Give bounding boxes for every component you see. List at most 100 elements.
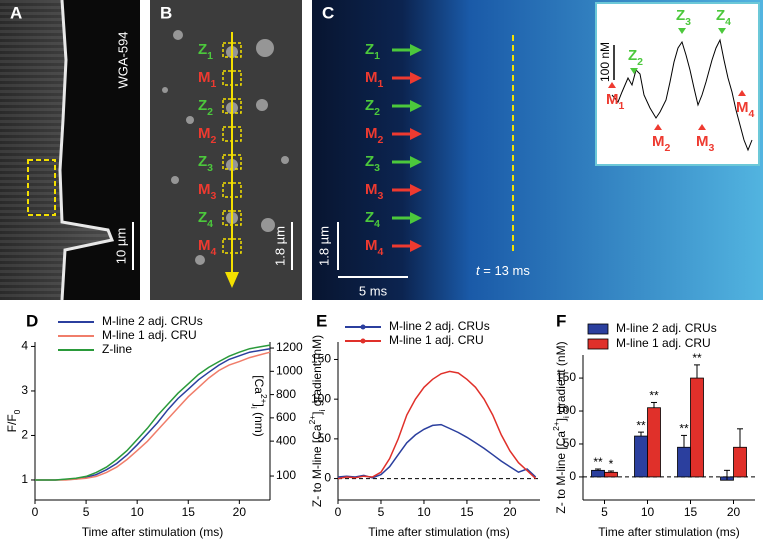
marker-label: M1	[198, 69, 217, 90]
text-part: M	[198, 125, 211, 142]
series-line	[35, 351, 271, 481]
marker-arrow-head	[410, 240, 422, 252]
y2-tick-label: 800	[276, 387, 296, 401]
bar	[591, 469, 605, 478]
significance: **	[692, 351, 702, 365]
roi-box	[27, 159, 56, 216]
bar	[604, 471, 618, 478]
inset-arrow	[738, 90, 746, 96]
text-part: 4	[207, 218, 213, 230]
inset-trace	[611, 38, 753, 152]
x-tick-label: 15	[684, 505, 698, 519]
text-part: Z	[365, 209, 374, 226]
marker-arrow-head	[410, 128, 422, 140]
panel-c: C 1.8 µm 5 ms t = 13 ms 100 nM	[312, 0, 763, 300]
x-tick-label: 0	[32, 505, 39, 519]
text-part: F/F	[5, 414, 19, 432]
text-part: 1	[211, 78, 217, 90]
marker-label: Z4	[198, 209, 213, 230]
text-part: M	[365, 237, 378, 254]
inset-arrow	[678, 28, 686, 34]
inset-marker: M4	[736, 99, 755, 120]
marker-arrow-head	[410, 184, 422, 196]
text-part: 2	[378, 134, 384, 146]
text-part: M	[365, 181, 378, 198]
text-part: Z	[198, 153, 207, 170]
y2-axis-label: [Ca2+]i (nm)	[249, 375, 269, 436]
text-part: ]	[554, 418, 568, 421]
text-part: M	[736, 99, 749, 116]
text-part: M	[198, 237, 211, 254]
time-rest: = 13 ms	[480, 263, 531, 278]
y2-tick-label: 400	[276, 433, 296, 447]
text-part: 2+	[307, 415, 317, 425]
y2-tick-label: 1000	[276, 363, 303, 377]
text-part: Z	[198, 209, 207, 226]
bar	[634, 435, 648, 478]
text-part: M	[365, 125, 378, 142]
x-axis-label: Time after stimulation (ms)	[598, 525, 740, 539]
inset-marker: Z2	[628, 47, 643, 68]
y-axis-label: Z- to M-line [Ca2+]i gradient (nM)	[307, 335, 327, 507]
y-tick-label: 100	[556, 403, 576, 417]
y-tick-label: 4	[21, 339, 28, 353]
marker-label: Z1	[198, 41, 213, 62]
x-tick-label: 5	[83, 505, 90, 519]
text-part: 3	[685, 16, 691, 28]
legend-dot	[360, 324, 366, 330]
y-tick-label: 50	[563, 436, 577, 450]
text-part: 2	[665, 142, 671, 154]
error-bar	[737, 428, 743, 448]
text-part: i	[249, 407, 259, 409]
text-part: 1	[378, 78, 384, 90]
marker-label: Z4	[365, 209, 380, 230]
scale-label-y: 1.8 µm	[316, 226, 331, 266]
text-part: i	[317, 409, 327, 411]
significance: **	[679, 422, 689, 436]
scale-label: 1.8 µm	[272, 226, 287, 266]
text-part: 4	[211, 246, 217, 258]
x-tick-label: 5	[601, 505, 608, 519]
legend-label: M-line 1 adj. CRU	[389, 333, 484, 347]
inset-arrow	[608, 82, 616, 88]
text-part: 3	[211, 190, 217, 202]
marker-label: M1	[365, 69, 384, 90]
error-bar	[694, 364, 700, 379]
x-axis-label: Time after stimulation (ms)	[82, 525, 224, 539]
bar	[733, 446, 747, 478]
y-tick-label: 3	[21, 383, 28, 397]
text-part: gradient (nM)	[554, 341, 568, 416]
text-part: 4	[749, 108, 755, 120]
panel-label: B	[160, 3, 172, 22]
x-tick-label: 20	[727, 505, 741, 519]
text-part: M	[365, 69, 378, 86]
significance: **	[636, 418, 646, 432]
text-part: 2	[211, 134, 217, 146]
text-part: 2	[374, 106, 380, 118]
error-bar	[651, 401, 657, 408]
text-part: Z	[676, 7, 685, 24]
text-part: ]	[252, 404, 266, 407]
series-line	[337, 370, 537, 480]
panel-label: F	[556, 311, 566, 330]
legend-dot	[360, 338, 366, 344]
inset-scale-label: 100 nM	[598, 42, 612, 82]
x-tick-label: 15	[460, 505, 474, 519]
inset-marker: M3	[696, 133, 715, 154]
marker-label: Z1	[365, 41, 380, 62]
y2-tick-label: 1200	[276, 340, 303, 354]
marker-box	[222, 210, 242, 226]
series-line	[337, 423, 537, 479]
bar	[677, 446, 691, 478]
text-part: Z	[365, 41, 374, 58]
x-tick-label: 10	[130, 505, 144, 519]
text-part: M	[198, 181, 211, 198]
marker-label: M3	[198, 181, 217, 202]
error-bar	[608, 470, 614, 473]
y-tick-label: 2	[21, 428, 28, 442]
inset-arrow	[654, 124, 662, 130]
y-tick-label: 100	[311, 391, 331, 405]
marker-box	[222, 238, 242, 254]
bar	[690, 377, 704, 478]
legend-label: M-line 2 adj. CRUs	[616, 321, 717, 335]
